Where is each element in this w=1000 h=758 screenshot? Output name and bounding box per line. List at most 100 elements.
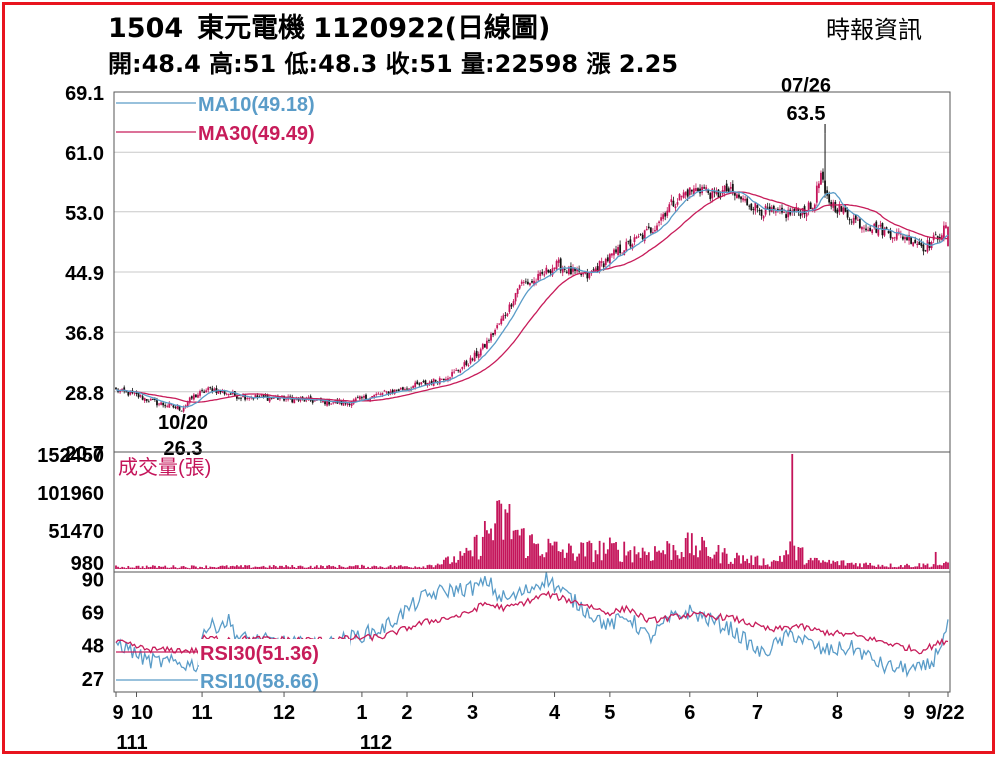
volume-bar [500,503,503,569]
candle-body [238,397,240,399]
volume-bar [652,560,654,569]
candle-body [119,390,121,393]
volume-bar [754,556,757,569]
volume-bar [604,553,607,569]
candle-body [647,226,650,229]
volume-bar [145,565,148,569]
volume-bar [389,565,392,569]
candle-body [229,393,232,395]
candle-body [326,399,328,406]
volume-bar [707,555,710,569]
volume-bar [867,564,869,569]
volume-bar [502,539,505,569]
candle-body [738,194,740,198]
candle-body [500,318,503,325]
volume-bar [514,529,517,569]
volume-bar [143,568,146,570]
candle-body [887,230,890,234]
candle-body [627,240,630,242]
volume-bar [252,567,255,569]
candle-body [217,389,220,394]
volume-bar [586,541,589,569]
volume-bar [313,566,316,569]
volume-bar [752,564,755,569]
candle-body [807,202,810,212]
volume-bar [899,565,902,569]
volume-bar [670,559,673,569]
volume-bar [307,567,310,569]
volume-bar [283,567,285,569]
volume-bar [420,567,423,569]
volume-bar [787,554,790,569]
candle-body [522,282,525,283]
candle-body [822,171,824,180]
volume-bar [233,566,236,569]
candle-body [137,392,140,398]
candle-body [440,378,443,380]
volume-y-tick: 152450 [37,445,104,467]
x-tick-month: 9 [904,702,915,724]
volume-bar [117,566,119,569]
candle-body [799,213,802,217]
volume-bar [615,542,617,569]
volume-bar [227,567,230,569]
volume-bar [561,549,564,569]
volume-bar [649,560,652,569]
volume-bar [479,555,482,569]
candle-body [135,392,138,394]
volume-bar [627,551,630,569]
volume-bar [928,567,931,569]
volume-bar [879,566,882,569]
volume-bar [285,565,287,569]
candle-body [563,268,566,270]
volume-bar [811,560,814,569]
volume-bar [588,540,591,569]
candle-body [383,390,386,392]
candle-body [156,399,158,406]
candle-body [817,183,820,189]
candle-body [795,206,798,211]
candle-body [606,257,609,262]
volume-bar [236,565,238,569]
candle-body [293,398,296,404]
price-y-tick: 69.1 [65,83,104,105]
volume-bar [303,567,306,569]
volume-bar [383,567,386,569]
volume-bar [594,550,597,569]
candle-body [219,390,222,393]
candle-body [779,209,781,210]
candle-body [848,219,851,221]
volume-bar [442,559,445,569]
volume-bar [229,566,232,569]
candle-body [815,185,818,203]
candle-body [940,235,943,240]
volume-bar [662,550,665,569]
candle-body [695,188,697,192]
volume-bar [160,566,162,569]
candle-body [869,227,872,232]
volume-bar [121,566,124,569]
candle-body [272,398,275,399]
volume-bar [166,567,169,569]
volume-bar [748,563,751,569]
candle-body [891,237,894,239]
candle-body [580,273,583,276]
candle-body [641,234,644,239]
volume-bar [643,551,646,569]
volume-bar [654,546,656,569]
volume-bar [783,555,785,569]
volume-bar [871,565,874,569]
candle-body [748,205,751,207]
candle-body [635,236,638,239]
volume-bar [387,566,390,569]
volume-bar [877,564,880,569]
candle-body [582,273,585,275]
volume-bar [832,560,835,569]
candle-body [852,217,855,224]
volume-bar [762,558,765,569]
volume-bar [477,559,480,569]
candle-body [176,405,179,410]
candle-body [199,391,201,396]
volume-bar [516,529,519,569]
